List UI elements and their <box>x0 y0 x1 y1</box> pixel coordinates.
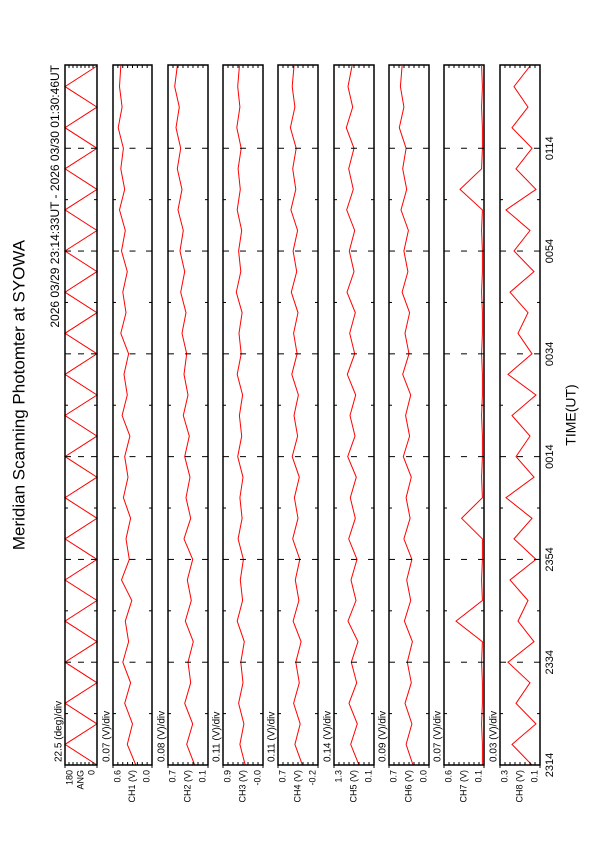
y-axis-label: CH2 (V) <box>182 770 192 803</box>
panel-frame <box>222 64 264 766</box>
y-tick-label: 0.7 <box>388 770 398 783</box>
x-tick-label: 0014 <box>544 444 556 468</box>
x-axis-label: TIME(UT) <box>563 384 579 445</box>
x-tick-label: 0114 <box>544 136 556 160</box>
x-tick-label: 2314 <box>544 753 556 777</box>
x-tick-label: 0054 <box>544 239 556 263</box>
scale-label: 0.09 (V)/div <box>378 711 389 762</box>
data-line <box>64 65 98 766</box>
subtitle: 2026 03/29 23:14:33UT - 2026 03/30 01:30… <box>48 64 62 327</box>
data-line <box>117 65 137 766</box>
y-tick-label: 0.0 <box>418 770 428 783</box>
y-tick-label: 180 <box>64 770 74 785</box>
y-tick-label: 0.7 <box>277 770 287 783</box>
y-tick-label: 0.7 <box>167 770 177 783</box>
data-line <box>289 65 303 766</box>
y-axis-label: CH5 (V) <box>348 770 358 803</box>
y-axis-label: CH6 (V) <box>403 770 413 803</box>
y-tick-label: 0.1 <box>473 770 483 783</box>
data-line <box>505 65 537 766</box>
panel-frame <box>499 64 541 766</box>
y-tick-label: 0 <box>86 770 96 775</box>
y-tick-label: 0.3 <box>499 770 509 783</box>
y-axis-label: CH4 (V) <box>292 770 302 803</box>
data-line <box>235 65 246 766</box>
data-line <box>398 65 414 766</box>
scale-label: 0.03 (V)/div <box>489 711 500 762</box>
data-line <box>345 65 360 766</box>
panel-frame <box>64 64 98 766</box>
y-axis-label: ANG <box>75 770 85 790</box>
y-tick-label: 0.0 <box>141 770 151 783</box>
scale-label: 0.11 (V)/div <box>212 712 223 762</box>
x-tick-label: 2334 <box>544 650 556 674</box>
y-axis-label: CH8 (V) <box>514 770 524 803</box>
scale-label: 22.5 (deg)/div <box>54 701 65 762</box>
y-tick-label: 0.1 <box>197 770 207 783</box>
y-tick-label: 0.9 <box>222 770 232 783</box>
panel-frame <box>388 64 430 766</box>
panel-frame <box>333 64 375 766</box>
y-tick-label: 0.1 <box>363 770 373 783</box>
scale-label: 0.07 (V)/div <box>102 711 113 762</box>
y-axis-label: CH7 (V) <box>458 770 468 803</box>
x-tick-label: 2354 <box>544 547 556 571</box>
y-tick-label: -0.0 <box>252 770 262 786</box>
scale-label: 0.07 (V)/div <box>433 711 444 762</box>
y-axis-label: CH1 (V) <box>127 770 137 803</box>
scale-label: 0.14 (V)/div <box>323 711 334 762</box>
panel-frame <box>277 64 319 766</box>
y-tick-label: 0.6 <box>112 770 122 783</box>
panel-frame <box>112 64 153 766</box>
y-tick-label: 1.3 <box>333 770 343 783</box>
scale-label: 0.11 (V)/div <box>267 712 278 762</box>
scale-label: 0.08 (V)/div <box>157 711 168 762</box>
landscape-plot: Meridian Scanning Photomter at SYOWA 202… <box>9 64 579 803</box>
panel-frame <box>167 64 209 766</box>
data-line <box>455 65 483 765</box>
y-tick-label: -0.2 <box>307 770 317 786</box>
y-tick-label: 0.6 <box>443 770 453 783</box>
y-tick-label: 0.1 <box>529 770 539 783</box>
panel-frame <box>443 64 485 766</box>
x-tick-label: 0034 <box>544 342 556 366</box>
data-line <box>174 65 196 766</box>
title: Meridian Scanning Photomter at SYOWA <box>9 239 28 550</box>
y-axis-label: CH3 (V) <box>237 770 247 803</box>
